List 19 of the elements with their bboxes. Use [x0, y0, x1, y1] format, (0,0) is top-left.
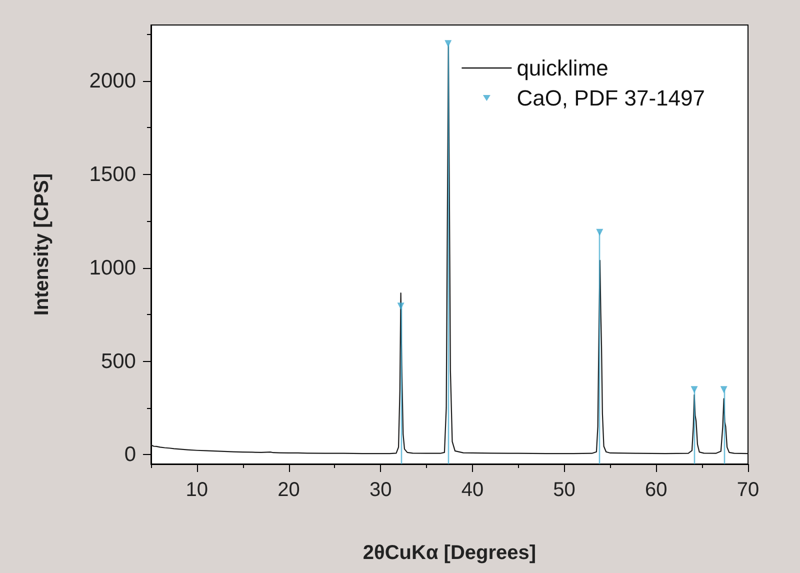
x-axis-title: 2θCuKα [Degrees] [362, 542, 536, 564]
y-tick-label: 500 [100, 350, 136, 373]
legend-label: quicklime [516, 56, 608, 80]
y-axis-title: Intensity [CPS] [31, 173, 53, 316]
y-tick-label: 2000 [89, 70, 136, 93]
x-tick-label: 40 [461, 479, 484, 501]
point [720, 386, 728, 394]
y-tick-label: 0 [124, 443, 136, 466]
y-tick-label: 1500 [89, 162, 136, 186]
x-tick-label: 20 [278, 479, 300, 501]
x-tick-label: 50 [553, 479, 576, 501]
y-tick-label: 1000 [89, 256, 136, 280]
x-tick-label: 30 [369, 479, 392, 501]
point [444, 40, 452, 48]
x-tick-label: 60 [645, 479, 668, 501]
x-tick-label: 10 [186, 479, 208, 501]
x-tick-label: 70 [736, 479, 760, 501]
legend-label: CaO, PDF 37-1497 [516, 86, 705, 110]
point [397, 302, 404, 310]
